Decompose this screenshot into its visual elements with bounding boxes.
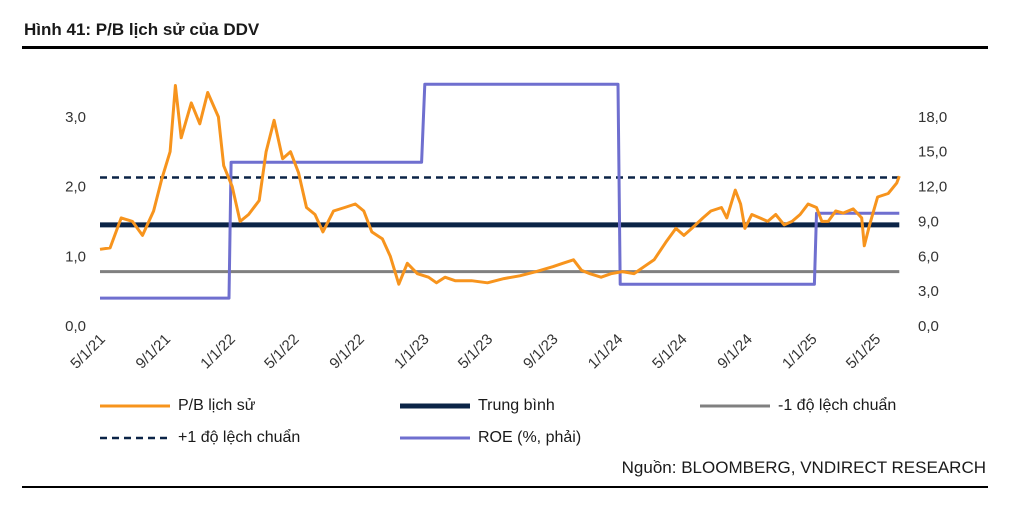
legend-label-minus-sd: -1 độ lệch chuẩn: [778, 397, 897, 414]
pb-history-line: [99, 84, 901, 286]
legend-label-roe: ROE (%, phải): [478, 429, 582, 446]
legend-item-plus-sd: +1 độ lệch chuẩn: [100, 429, 300, 447]
x-tick-label: 1/1/22: [197, 331, 239, 373]
source-note: Nguồn: BLOOMBERG, VNDIRECT RESEARCH: [621, 458, 986, 477]
legend-item-mean: Trung bình: [400, 397, 555, 415]
legend-item-pb: P/B lịch sử: [100, 397, 255, 415]
bottom-rule: [22, 486, 988, 488]
top-rule: [22, 46, 988, 49]
y-left-tick-label: 0,0: [65, 318, 86, 335]
x-tick-label: 5/1/25: [843, 331, 885, 373]
y-right-tick-label: 12,0: [918, 179, 947, 196]
legend-label-plus-sd: +1 độ lệch chuẩn: [178, 429, 301, 446]
y-left-tick-label: 3,0: [65, 109, 86, 126]
chart-legend: P/B lịch sử Trung bình -1 độ lệch chuẩn …: [100, 397, 980, 451]
x-tick-label: 5/1/23: [455, 331, 497, 373]
y-right-tick-label: 18,0: [918, 109, 947, 126]
legend-item-roe: ROE (%, phải): [400, 429, 581, 447]
x-tick-label: 5/1/21: [67, 331, 109, 373]
legend-swatch-roe: [400, 436, 470, 440]
y-right-tick-label: 9,0: [918, 213, 939, 230]
y-left-tick-label: 2,0: [65, 179, 86, 196]
x-tick-label: 9/1/22: [326, 331, 368, 373]
y-right-tick-label: 15,0: [918, 144, 947, 161]
y-right-tick-label: 0,0: [918, 318, 939, 335]
figure-title: Hình 41: P/B lịch sử của DDV: [24, 20, 260, 39]
x-tick-label: 9/1/21: [133, 331, 175, 373]
x-tick-label: 9/1/23: [520, 331, 562, 373]
roe-line: [100, 82, 900, 300]
x-tick-label: 1/1/23: [391, 331, 433, 373]
legend-swatch-minus-sd: [700, 404, 770, 408]
x-tick-label: 9/1/24: [714, 331, 756, 373]
x-tick-label: 5/1/22: [261, 331, 303, 373]
x-tick-label: 1/1/24: [585, 331, 627, 373]
y-right-tick-label: 6,0: [918, 248, 939, 265]
legend-swatch-mean: [400, 403, 470, 409]
x-tick-label: 5/1/24: [649, 331, 691, 373]
legend-swatch-pb: [100, 404, 170, 408]
legend-label-pb: P/B lịch sử: [178, 397, 256, 414]
y-left-tick-label: 1,0: [65, 248, 86, 265]
y-right-tick-label: 3,0: [918, 283, 939, 300]
x-tick-label: 1/1/25: [779, 331, 821, 373]
legend-item-minus-sd: -1 độ lệch chuẩn: [700, 397, 896, 415]
legend-label-mean: Trung bình: [478, 397, 555, 414]
legend-swatch-plus-sd: [100, 436, 170, 440]
